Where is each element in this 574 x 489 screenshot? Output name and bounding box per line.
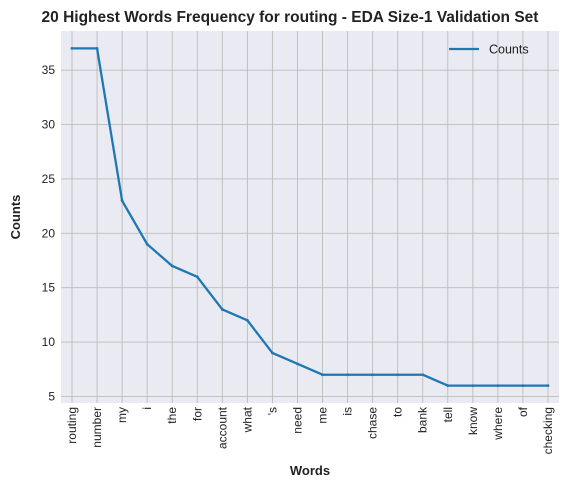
x-tick-label: the: [165, 407, 179, 424]
grid: [61, 31, 559, 403]
data-point: [371, 373, 375, 377]
data-point: [346, 373, 349, 377]
y-axis-label: Counts: [8, 195, 23, 240]
chart-title: 20 Highest Words Frequency for routing -…: [42, 9, 539, 26]
x-tick-label: of: [516, 406, 530, 417]
data-point: [220, 308, 224, 311]
data-point: [496, 384, 500, 387]
data-point: [245, 318, 249, 322]
x-tick-label: where: [491, 407, 505, 441]
data-point: [120, 199, 124, 203]
y-tick-label: 10: [42, 335, 56, 349]
data-point: [396, 373, 400, 377]
x-tick-label: account: [215, 406, 229, 449]
x-tick-label: number: [90, 407, 104, 448]
data-point: [271, 351, 274, 355]
x-axis-ticks: routing number my i the for account what 's need m…: [65, 406, 555, 454]
x-tick-label: know: [466, 407, 480, 435]
data-point: [521, 384, 525, 387]
x-tick-label: chase: [366, 407, 380, 439]
x-tick-label: need: [290, 407, 304, 434]
plot-area: [61, 31, 559, 403]
x-tick-label: 's: [265, 407, 279, 415]
data-point: [145, 242, 149, 246]
y-tick-label: 5: [48, 389, 55, 403]
series-line-counts: [70, 47, 550, 387]
legend: Counts: [449, 43, 529, 57]
data-point: [70, 47, 74, 50]
x-tick-label: for: [190, 407, 204, 421]
data-point: [170, 264, 174, 268]
x-tick-label: tell: [441, 407, 455, 422]
y-tick-label: 30: [42, 118, 56, 132]
data-point: [446, 384, 450, 387]
x-tick-label: i: [140, 407, 154, 410]
data-point: [95, 47, 99, 50]
x-tick-label: routing: [65, 407, 79, 444]
data-point: [195, 275, 199, 279]
y-axis-ticks: 5 10 15 20 25 30 35: [42, 63, 56, 403]
data-point: [546, 384, 550, 387]
x-tick-label: checking: [541, 407, 555, 454]
data-point: [471, 384, 475, 387]
y-tick-label: 15: [42, 281, 56, 295]
x-tick-label: me: [316, 407, 330, 424]
data-point: [421, 373, 425, 377]
data-point: [321, 373, 324, 377]
x-tick-label: what: [240, 406, 254, 433]
y-tick-label: 35: [42, 63, 56, 77]
data-point: [296, 362, 299, 366]
x-axis-label: Words: [290, 463, 330, 478]
y-tick-label: 25: [42, 172, 56, 186]
legend-label-counts: Counts: [489, 43, 529, 57]
y-tick-label: 20: [42, 226, 56, 240]
x-tick-label: my: [115, 407, 129, 423]
series-layer: [70, 47, 550, 387]
x-tick-label: to: [391, 407, 405, 417]
x-tick-label: is: [341, 407, 355, 416]
x-tick-label: bank: [416, 406, 430, 433]
